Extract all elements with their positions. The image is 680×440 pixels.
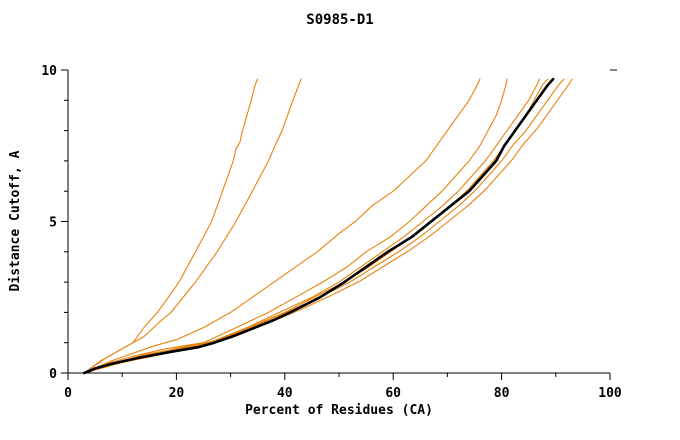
chart-title: S0985-D1 — [306, 12, 374, 28]
x-axis-label: Percent of Residues (CA) — [245, 403, 433, 418]
series-orange-1 — [83, 78, 259, 374]
series-orange-8 — [83, 78, 573, 374]
x-tick-label: 20 — [169, 386, 185, 401]
series-orange-4 — [83, 78, 508, 374]
series-orange-3 — [83, 78, 481, 374]
series-model — [83, 77, 555, 375]
series-orange-7 — [83, 78, 565, 374]
series-orange-6 — [83, 78, 549, 374]
y-tick-label: 0 — [49, 367, 57, 382]
x-tick-label: 40 — [277, 386, 293, 401]
x-tick-label: 0 — [64, 386, 72, 401]
y-tick-label: 10 — [41, 64, 57, 79]
y-tick-label: 5 — [49, 216, 57, 231]
x-tick-label: 80 — [494, 386, 510, 401]
x-tick-label: 100 — [598, 386, 622, 401]
x-tick-label: 60 — [385, 386, 401, 401]
series-orange-2 — [83, 78, 302, 374]
